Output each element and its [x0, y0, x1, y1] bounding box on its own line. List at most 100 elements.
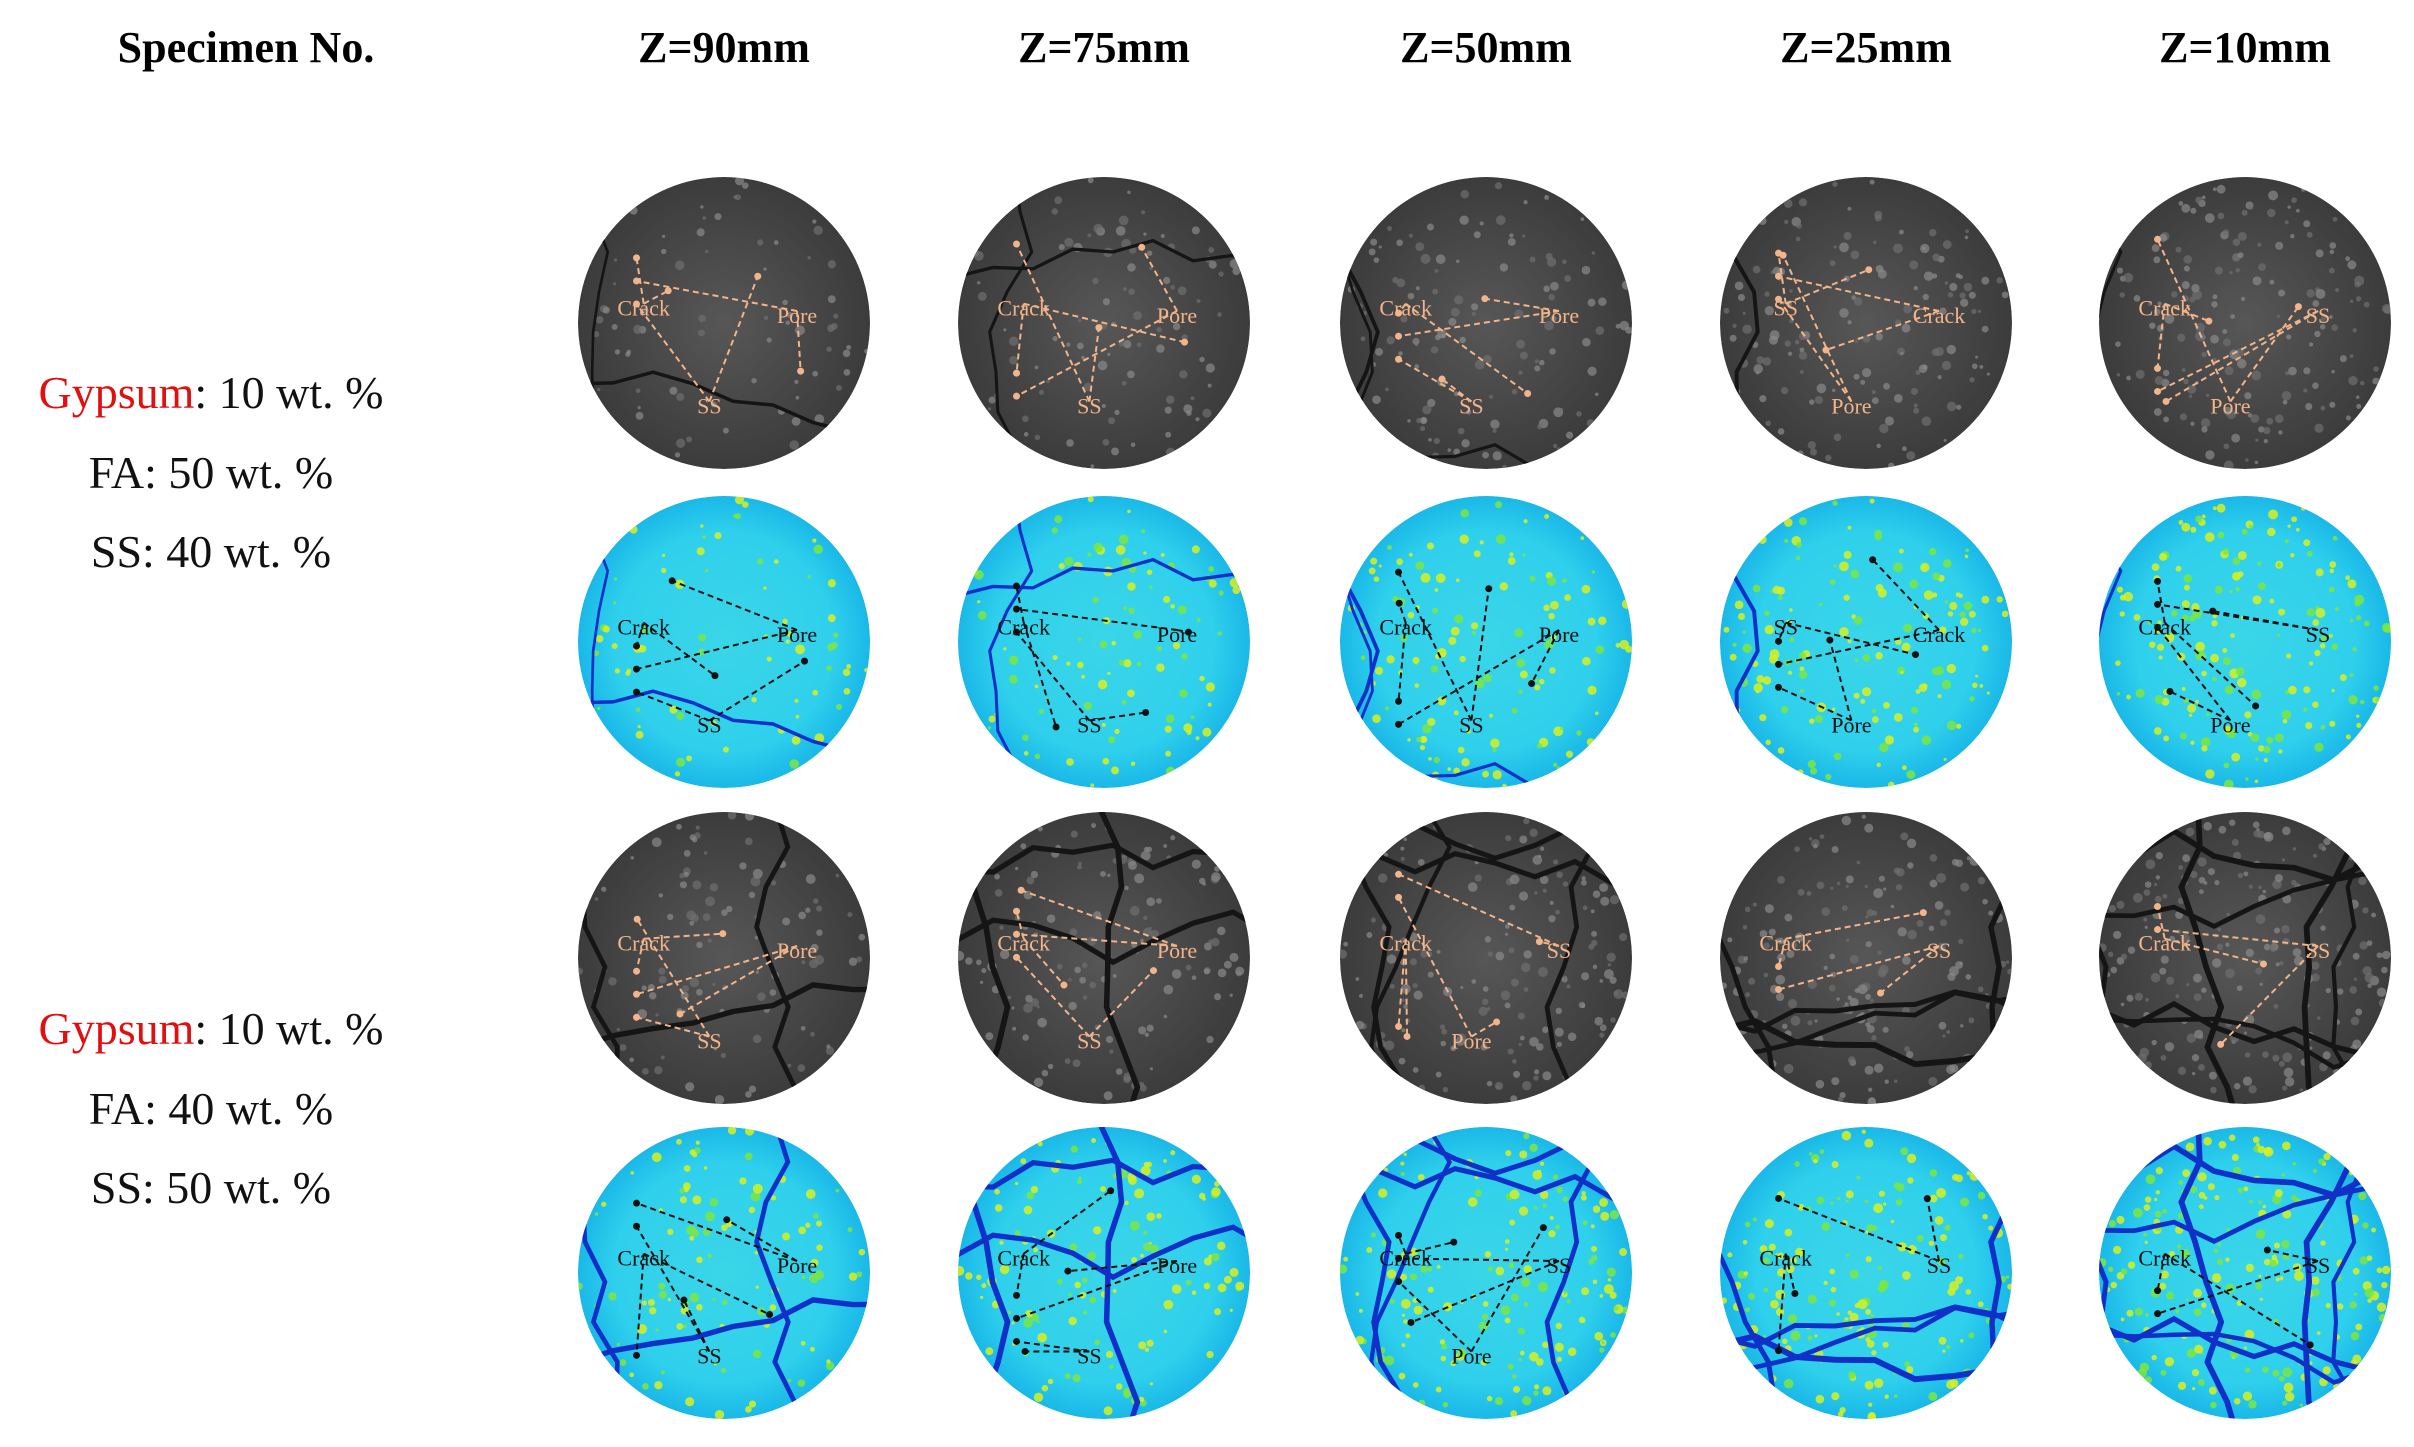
aggregate [987, 407, 992, 411]
column-header: Z=50mm [1400, 23, 1572, 72]
aggregate [1003, 647, 1007, 651]
annotation-label: Pore [777, 1253, 817, 1278]
aggregate [1870, 998, 1875, 1003]
aggregate [1763, 942, 1770, 950]
aggregate [1833, 433, 1842, 442]
aggregate [2244, 1329, 2255, 1340]
aggregate [1813, 1158, 1818, 1164]
aggregate [1934, 1216, 1944, 1225]
aggregate [1482, 986, 1489, 992]
aggregate [2181, 203, 2191, 213]
aggregate [2373, 366, 2379, 372]
aggregate [1358, 993, 1363, 998]
aggregate [2320, 316, 2327, 323]
aggregate [1897, 927, 1907, 937]
aggregate [1784, 1228, 1793, 1237]
aggregate [1538, 967, 1548, 977]
arrow-head [723, 1216, 731, 1224]
aggregate [2292, 1162, 2297, 1166]
aggregate [1901, 642, 1911, 652]
aggregate [674, 771, 681, 777]
aggregate [1025, 1309, 1033, 1318]
aggregate [1829, 1268, 1836, 1275]
aggregate [2216, 943, 2224, 951]
arrow-head [1450, 1238, 1458, 1246]
aggregate [1928, 1391, 1938, 1401]
aggregate [1420, 253, 1431, 264]
aggregate [1848, 1056, 1856, 1064]
aggregate [1207, 702, 1212, 707]
annotation-arrow [635, 1225, 711, 1353]
aggregate [713, 1046, 718, 1051]
arrow-head [1493, 1018, 1501, 1026]
aggregate [1727, 937, 1733, 943]
aggregate [710, 401, 717, 408]
aggregate [1868, 1087, 1873, 1092]
aggregate [2311, 1288, 2320, 1297]
aggregate [1901, 446, 1907, 452]
aggregate [1185, 964, 1192, 971]
aggregate [825, 1361, 835, 1371]
aggregate [1874, 533, 1882, 541]
annotation-label: Pore [777, 938, 817, 963]
annotation-arrow [1777, 1253, 1787, 1351]
aggregate [2205, 769, 2215, 779]
aggregate [2210, 1401, 2217, 1409]
aggregate [1041, 1069, 1049, 1077]
annotation-arrow [636, 691, 710, 722]
aggregate [578, 1282, 583, 1290]
annotation-arrow [2164, 937, 2264, 965]
aggregate [1473, 550, 1481, 558]
specimen-header: Specimen No. [118, 23, 375, 72]
aggregate [2201, 987, 2207, 993]
aggregate [2200, 418, 2211, 428]
aggregate [1138, 1026, 1147, 1035]
aggregate [1091, 1138, 1097, 1144]
aggregate [1196, 618, 1201, 623]
aggregate [1893, 867, 1901, 875]
annotation-arrow [2212, 610, 2319, 631]
aggregate [1523, 200, 1528, 205]
aggregate [2223, 406, 2232, 416]
aggregate [709, 883, 719, 892]
arrow-head [1775, 295, 1783, 303]
aggregate [1929, 879, 1938, 888]
aggregate [773, 559, 779, 564]
ct-slice [2099, 1127, 2391, 1419]
aggregate [2354, 594, 2365, 605]
aggregate [1111, 766, 1119, 775]
aggregate [1592, 964, 1598, 970]
aggregate [2181, 614, 2189, 622]
aggregate [2310, 1276, 2320, 1285]
aggregate [2216, 1258, 2224, 1266]
arrow-head [1013, 628, 1021, 636]
aggregate [1499, 263, 1509, 272]
aggregate [1538, 1282, 1548, 1292]
annotation-label: Crack [2138, 1246, 2191, 1271]
aggregate [2286, 653, 2292, 659]
annotation-label: Pore [1157, 303, 1197, 328]
aggregate [1156, 1213, 1162, 1219]
aggregate [1592, 1279, 1598, 1285]
aggregate [1133, 630, 1142, 639]
arrow-head [719, 930, 727, 938]
aggregate [1087, 552, 1092, 557]
aggregate [1486, 1395, 1493, 1402]
crack [2301, 812, 2367, 1104]
aggregate [1542, 1203, 1547, 1208]
aggregate [1539, 846, 1545, 851]
aggregate [1615, 323, 1621, 329]
aggregate [1229, 258, 1240, 269]
aggregate [1074, 1281, 1081, 1289]
aggregate [1426, 542, 1434, 550]
aggregate [1143, 232, 1147, 236]
aggregate [1556, 1356, 1562, 1362]
aggregate [2251, 370, 2262, 381]
aggregate [810, 1031, 815, 1037]
aggregate [1939, 307, 1947, 315]
aggregate [1549, 667, 1556, 674]
aggregate [1871, 397, 1879, 405]
aggregate [1871, 389, 1876, 395]
aggregate [2195, 699, 2199, 704]
aggregate [1960, 298, 1969, 307]
